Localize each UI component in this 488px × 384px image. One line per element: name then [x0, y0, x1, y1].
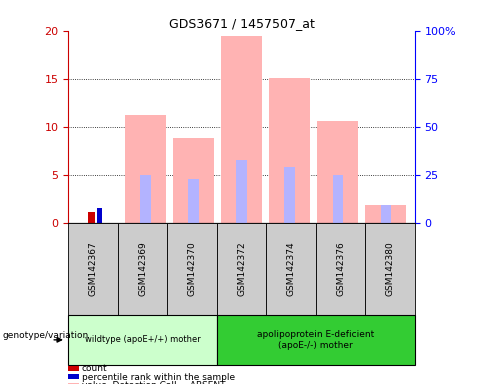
Bar	[97, 208, 102, 223]
Text: count: count	[82, 364, 108, 373]
Text: apolipoprotein E-deficient
(apoE-/-) mother: apolipoprotein E-deficient (apoE-/-) mot…	[257, 330, 374, 349]
Bar	[140, 175, 151, 223]
Bar	[332, 175, 343, 223]
Bar	[269, 78, 310, 223]
Bar	[317, 121, 358, 223]
Bar	[173, 138, 214, 223]
Bar	[188, 179, 199, 223]
Bar	[221, 36, 262, 223]
Bar	[381, 205, 391, 223]
Text: value, Detection Call = ABSENT: value, Detection Call = ABSENT	[82, 381, 225, 384]
Text: GSM142374: GSM142374	[286, 242, 296, 296]
Text: GSM142372: GSM142372	[237, 242, 246, 296]
Text: GSM142367: GSM142367	[88, 242, 98, 296]
Text: wildtype (apoE+/+) mother: wildtype (apoE+/+) mother	[85, 335, 201, 344]
Text: genotype/variation: genotype/variation	[2, 331, 89, 341]
Bar	[236, 161, 247, 223]
Text: percentile rank within the sample: percentile rank within the sample	[82, 372, 235, 382]
Bar	[285, 167, 295, 223]
Bar	[88, 212, 95, 223]
Title: GDS3671 / 1457507_at: GDS3671 / 1457507_at	[169, 17, 314, 30]
Bar	[366, 205, 407, 223]
Text: GSM142380: GSM142380	[386, 242, 395, 296]
Text: GSM142369: GSM142369	[138, 242, 147, 296]
Text: GSM142370: GSM142370	[187, 242, 197, 296]
Bar	[125, 115, 166, 223]
Text: GSM142376: GSM142376	[336, 242, 345, 296]
